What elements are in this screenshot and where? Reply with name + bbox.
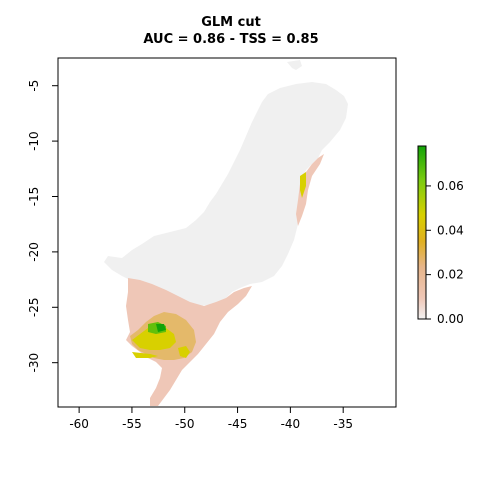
x-tick-label: -50 — [175, 417, 195, 431]
x-tick-label: -40 — [281, 417, 301, 431]
legend-axis: 0.06 0.04 0.02 0.00 — [426, 179, 464, 326]
plot-title: GLM cut — [201, 15, 261, 30]
plot-frame — [57, 57, 397, 408]
low-suitability-region — [104, 60, 348, 306]
y-tick-label: -30 — [27, 353, 41, 373]
map-raster — [104, 60, 348, 406]
y-axis: -5 -10 -15 -20 -25 -30 — [27, 80, 58, 373]
y-tick-label: -20 — [27, 242, 41, 262]
peak-region — [156, 324, 166, 332]
x-axis: -60 -55 -50 -45 -40 -35 — [69, 407, 353, 431]
y-tick-label: -15 — [27, 187, 41, 207]
legend-tick-label: 0.06 — [437, 179, 464, 193]
y-tick-label: -10 — [27, 131, 41, 151]
plot-subtitle: AUC = 0.86 - TSS = 0.85 — [143, 32, 318, 47]
legend-tick-label: 0.02 — [437, 268, 464, 282]
y-tick-label: -5 — [27, 80, 41, 92]
y-tick-label: -25 — [27, 297, 41, 317]
x-tick-label: -55 — [122, 417, 142, 431]
x-tick-label: -60 — [69, 417, 89, 431]
x-tick-label: -35 — [333, 417, 353, 431]
legend-tick-label: 0.00 — [437, 312, 464, 326]
yellow-region — [132, 172, 306, 358]
x-tick-label: -45 — [228, 417, 248, 431]
legend-tick-label: 0.04 — [437, 223, 464, 237]
legend-colorbar — [417, 145, 427, 320]
